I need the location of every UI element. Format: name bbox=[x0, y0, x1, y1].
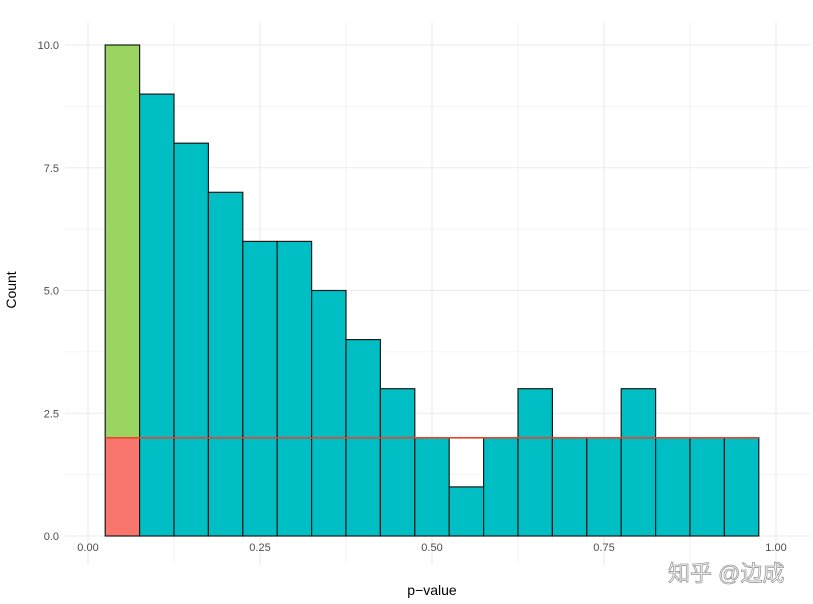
y-axis-ticks: 0.0 2.5 5.0 7.5 10.0 bbox=[38, 40, 59, 543]
y-tick-label: 2.5 bbox=[44, 408, 59, 420]
histogram-bar bbox=[586, 437, 622, 537]
histogram-bar bbox=[620, 388, 657, 537]
histogram-bar bbox=[551, 437, 588, 537]
histogram-bar bbox=[723, 437, 760, 537]
x-axis-ticks: 0.00 0.25 0.50 0.75 1.00 bbox=[77, 542, 786, 554]
histogram-bar bbox=[483, 437, 519, 537]
x-tick-label: 0.75 bbox=[593, 542, 614, 554]
x-tick-label: 1.00 bbox=[765, 542, 786, 554]
y-axis-title: Count bbox=[3, 271, 19, 308]
y-tick-label: 7.5 bbox=[44, 163, 59, 175]
x-tick-label: 0.25 bbox=[249, 542, 270, 554]
histogram-bar bbox=[207, 191, 244, 537]
y-tick-label: 5.0 bbox=[44, 286, 59, 298]
histogram-bar bbox=[173, 142, 210, 537]
x-axis-title: p−value bbox=[407, 582, 457, 598]
watermark: 知乎 @边成 bbox=[668, 561, 784, 586]
histogram-bar bbox=[517, 388, 554, 537]
x-tick-label: 0.00 bbox=[77, 542, 98, 554]
histogram-bar bbox=[139, 93, 175, 537]
histogram-bar bbox=[379, 388, 416, 537]
histogram-bar-highlight-upper bbox=[104, 44, 141, 439]
histogram-bar bbox=[276, 240, 313, 537]
histogram-bar bbox=[654, 437, 691, 537]
x-tick-label: 0.50 bbox=[421, 542, 442, 554]
histogram-bar bbox=[414, 437, 450, 537]
y-tick-label: 0.0 bbox=[44, 531, 59, 543]
y-tick-label: 10.0 bbox=[38, 40, 59, 52]
histogram-bar bbox=[689, 437, 726, 537]
bars bbox=[104, 44, 760, 537]
histogram-bar-highlight-lower bbox=[104, 437, 141, 537]
histogram-bar bbox=[448, 486, 485, 537]
histogram-bar bbox=[311, 289, 347, 537]
histogram-bar bbox=[242, 240, 278, 537]
